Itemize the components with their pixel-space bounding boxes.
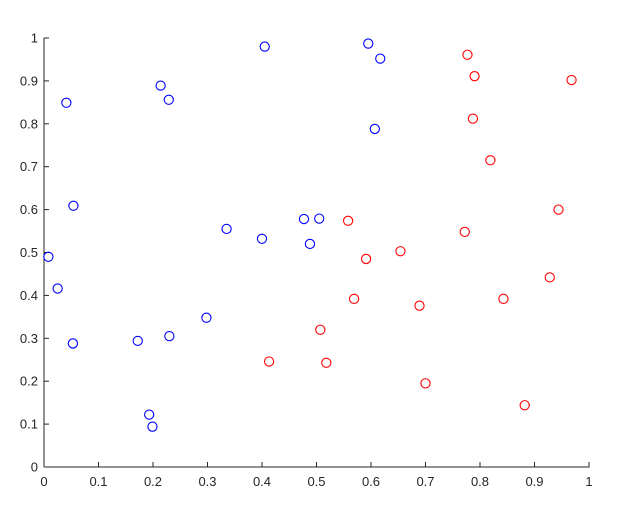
y-tick-label: 0.4 bbox=[20, 288, 38, 303]
data-point bbox=[304, 238, 316, 250]
data-point bbox=[321, 357, 332, 368]
data-point bbox=[485, 155, 496, 166]
data-point bbox=[256, 233, 268, 244]
data-point bbox=[263, 356, 275, 367]
y-tick-label: 0.7 bbox=[20, 159, 38, 174]
data-point bbox=[375, 53, 386, 64]
series-1 bbox=[43, 38, 386, 432]
data-point bbox=[164, 331, 175, 342]
data-point bbox=[467, 113, 479, 124]
x-tick-label: 0.7 bbox=[416, 474, 434, 489]
series-2 bbox=[263, 49, 577, 411]
data-point bbox=[369, 123, 380, 135]
data-point bbox=[342, 215, 354, 226]
x-tick-label: 0.1 bbox=[89, 474, 107, 489]
data-point bbox=[363, 38, 374, 49]
data-point bbox=[163, 94, 174, 105]
y-tick-label: 0.5 bbox=[20, 245, 38, 260]
data-point bbox=[420, 378, 431, 389]
x-tick-label: 0.5 bbox=[307, 474, 325, 489]
x-tick-label: 0.8 bbox=[471, 474, 489, 489]
data-point bbox=[360, 253, 372, 265]
y-tick-label: 1 bbox=[31, 31, 38, 46]
data-point bbox=[414, 300, 425, 311]
data-point bbox=[144, 409, 155, 420]
data-point bbox=[566, 74, 577, 86]
data-point bbox=[201, 312, 212, 323]
data-point bbox=[519, 400, 530, 411]
data-point bbox=[395, 246, 406, 257]
data-point bbox=[459, 226, 470, 238]
data-point bbox=[544, 272, 555, 283]
data-points bbox=[43, 38, 577, 432]
data-point bbox=[52, 283, 63, 294]
data-point bbox=[221, 223, 232, 235]
tick-labels: 0 0.1 0.2 0.3 0.4 0.5 0.6 0.7 0.8 0.9 1 0 0.1 0.2 0.3 0… bbox=[20, 31, 593, 490]
y-tick-label: 0.3 bbox=[20, 331, 38, 346]
x-tick-label: 0.2 bbox=[144, 474, 162, 489]
data-point bbox=[132, 335, 143, 347]
data-point bbox=[43, 251, 54, 262]
data-point bbox=[147, 421, 158, 432]
data-point bbox=[68, 200, 79, 211]
data-point bbox=[462, 49, 473, 60]
data-point bbox=[155, 80, 166, 91]
data-point bbox=[67, 338, 79, 349]
data-point bbox=[315, 324, 326, 335]
data-point bbox=[298, 213, 310, 225]
y-tick-label: 0.2 bbox=[20, 374, 38, 389]
data-point bbox=[348, 293, 360, 304]
y-tick-label: 0.8 bbox=[20, 116, 38, 131]
x-tick-label: 0.4 bbox=[253, 474, 271, 489]
data-point bbox=[61, 97, 72, 108]
x-tick-label: 0.3 bbox=[198, 474, 216, 489]
x-tick-label: 0.9 bbox=[525, 474, 543, 489]
x-tick-label: 0.6 bbox=[362, 474, 380, 489]
data-point bbox=[314, 213, 325, 224]
x-tick-label: 0 bbox=[40, 474, 47, 489]
y-tick-label: 0.1 bbox=[20, 417, 38, 432]
data-point bbox=[259, 41, 270, 52]
x-tick-label: 1 bbox=[585, 474, 592, 489]
data-point bbox=[553, 204, 564, 215]
y-tick-label: 0.6 bbox=[20, 202, 38, 217]
y-tick-label: 0 bbox=[31, 460, 38, 475]
y-tick-label: 0.9 bbox=[20, 73, 38, 88]
data-point bbox=[498, 293, 509, 304]
axes bbox=[43, 37, 590, 468]
data-point bbox=[469, 71, 480, 82]
